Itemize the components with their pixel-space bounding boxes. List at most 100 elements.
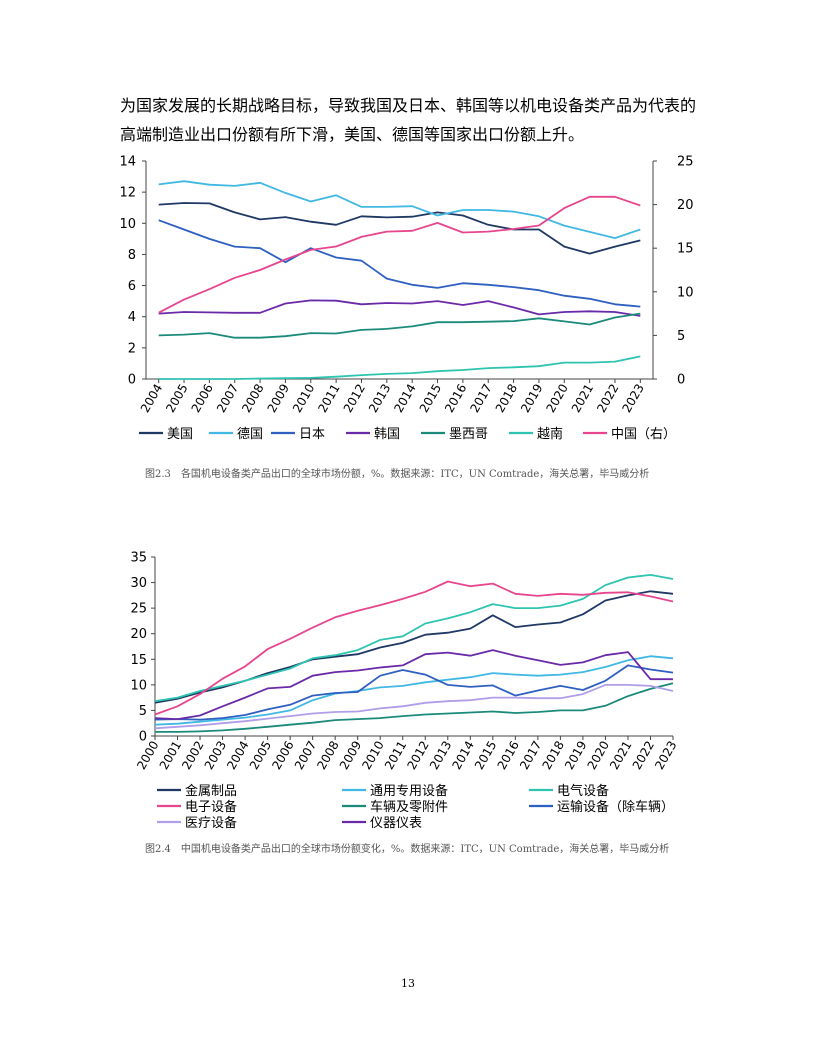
x-tick-label: 2011: [382, 739, 409, 772]
y-tick-label: 10: [130, 678, 147, 693]
x-tick-label: 2003: [202, 739, 229, 772]
right-y-tick-label: 20: [677, 198, 694, 213]
x-tick-label: 2009: [265, 382, 292, 415]
series-line-中国（右）: [158, 195, 641, 314]
series-line-运输设备（除车辆）: [154, 664, 674, 721]
series-line-电子设备: [154, 580, 674, 716]
x-tick-label: 2007: [292, 739, 319, 772]
x-tick-label: 2019: [518, 382, 545, 415]
series-line-医疗设备: [154, 684, 674, 730]
x-tick-label: 2021: [569, 382, 596, 415]
x-tick-label: 2004: [138, 382, 165, 415]
x-tick-label: 2011: [315, 382, 342, 415]
left-y-tick-label: 10: [119, 217, 136, 232]
figure-2-4-caption: 图2.4 中国机电设备类产品出口的全球市场份额变化，%。数据来源：ITC，UN …: [145, 844, 670, 855]
right-y-tick-label: 15: [677, 242, 694, 257]
x-tick-label: 2016: [442, 382, 469, 415]
y-tick-label: 20: [130, 627, 147, 642]
legend-label: 仪器仪表: [370, 816, 422, 831]
x-tick-label: 2020: [585, 739, 612, 772]
legend-label: 越南: [537, 426, 563, 442]
x-tick-label: 2004: [224, 739, 251, 772]
legend-label: 车辆及零附件: [370, 799, 448, 815]
legend-label: 中国（右）: [611, 427, 676, 442]
paragraph-line-1: 为国家发展的长期战略目标，导致我国及日本、韩国等以机电设备类产品为代表的: [120, 96, 697, 115]
series-line-金属制品: [154, 590, 674, 704]
x-tick-label: 2009: [337, 739, 364, 772]
x-tick-label: 2023: [620, 382, 647, 415]
left-y-tick-label: 2: [128, 341, 136, 356]
left-y-tick-label: 8: [128, 248, 136, 263]
x-tick-label: 2022: [630, 739, 657, 772]
y-tick-label: 15: [130, 653, 147, 668]
right-y-tick-label: 25: [677, 155, 694, 170]
x-tick-label: 2014: [450, 739, 477, 772]
legend-label: 电气设备: [557, 783, 609, 799]
x-tick-label: 2019: [562, 739, 589, 772]
series-line-美国: [158, 202, 641, 255]
x-tick-label: 2005: [247, 739, 274, 772]
x-tick-label: 2017: [467, 381, 494, 414]
series-line-日本: [158, 219, 641, 308]
china-category-share-chart: 0510152025303520002001200220032004200520…: [130, 551, 679, 832]
figure-2-3-caption: 图2.3 各国机电设备类产品出口的全球市场份额，%。数据来源：ITC，UN Co…: [145, 469, 650, 480]
series-line-韩国: [158, 299, 641, 317]
legend-label: 金属制品: [185, 783, 237, 799]
x-tick-label: 2018: [493, 382, 520, 415]
legend-label: 电子设备: [185, 799, 237, 815]
series-line-仪器仪表: [154, 649, 673, 720]
x-tick-label: 2022: [594, 382, 621, 415]
x-tick-label: 2001: [157, 739, 184, 772]
page-number: 13: [401, 977, 415, 990]
x-tick-label: 2006: [269, 739, 296, 772]
legend-label: 美国: [167, 427, 193, 442]
x-tick-label: 2008: [314, 739, 341, 772]
x-tick-label: 2007: [214, 382, 241, 415]
x-tick-label: 2012: [341, 382, 368, 415]
legend-label: 运输设备（除车辆）: [557, 799, 674, 815]
y-tick-label: 0: [139, 730, 147, 745]
legend-label: 医疗设备: [185, 815, 237, 831]
x-tick-label: 2010: [359, 739, 386, 772]
right-y-tick-label: 5: [677, 329, 685, 344]
y-tick-label: 25: [130, 602, 147, 617]
x-tick-label: 2017: [517, 739, 544, 772]
left-y-tick-label: 4: [128, 310, 136, 325]
y-tick-label: 5: [139, 704, 147, 719]
x-tick-label: 2016: [495, 739, 522, 772]
x-tick-label: 2015: [472, 739, 499, 772]
x-tick-label: 2005: [163, 382, 190, 415]
legend-label: 德国: [237, 427, 263, 442]
x-tick-label: 2020: [543, 382, 570, 415]
x-tick-label: 2002: [179, 739, 206, 772]
series-line-墨西哥: [158, 312, 641, 339]
y-tick-label: 30: [130, 576, 147, 591]
series-line-车辆及零附件: [155, 682, 674, 733]
right-y-tick-label: 0: [677, 373, 685, 388]
series-line-德国: [158, 180, 641, 240]
body-paragraph: 为国家发展的长期战略目标，导致我国及日本、韩国等以机电设备类产品为代表的 高端制…: [120, 91, 710, 149]
left-y-tick-label: 14: [119, 155, 136, 170]
series-line-越南: [158, 355, 641, 380]
x-tick-label: 2021: [607, 739, 634, 772]
x-tick-label: 2013: [427, 739, 454, 772]
x-tick-label: 2023: [652, 739, 679, 772]
x-tick-label: 2006: [189, 382, 216, 415]
legend-label: 通用专用设备: [370, 783, 448, 799]
series-line-通用专用设备: [154, 655, 674, 726]
legend-label: 韩国: [374, 427, 400, 442]
x-tick-label: 2010: [290, 382, 317, 415]
left-y-tick-label: 6: [128, 279, 136, 294]
x-tick-label: 2018: [540, 739, 567, 772]
x-tick-label: 2013: [366, 382, 393, 415]
paragraph-line-2: 高端制造业出口份额有所下滑，美国、德国等国家出口份额上升。: [120, 125, 585, 144]
series-line-电气设备: [154, 574, 674, 703]
x-tick-label: 2008: [239, 382, 266, 415]
left-y-tick-label: 12: [119, 186, 136, 201]
left-y-tick-label: 0: [128, 373, 136, 388]
right-y-tick-label: 10: [677, 285, 694, 300]
legend-label: 日本: [299, 427, 325, 442]
legend-label: 墨西哥: [449, 427, 488, 442]
y-tick-label: 35: [130, 551, 147, 566]
x-tick-label: 2015: [417, 382, 444, 415]
